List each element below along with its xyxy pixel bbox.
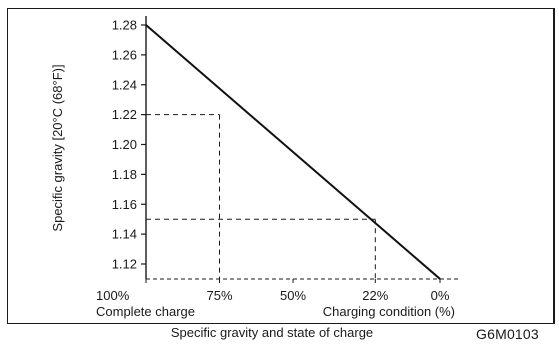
- y-tick-label: 1.28: [112, 18, 137, 33]
- chart-title: Specific gravity and state of charge: [171, 325, 373, 340]
- y-tick-label: 1.22: [112, 107, 137, 122]
- x-tick-label: 0%: [431, 288, 450, 303]
- x-annotation-complete-charge: Complete charge: [96, 304, 195, 319]
- y-tick-label: 1.26: [112, 47, 137, 62]
- series-line: [145, 24, 441, 280]
- y-axis-label: Specific gravity [20°C (68°F)]: [50, 64, 65, 231]
- x-tick-label: 22%: [362, 288, 388, 303]
- x-tick-label: 100%: [96, 288, 130, 303]
- x-tick-label: 50%: [280, 288, 306, 303]
- chart-frame: [7, 8, 555, 324]
- y-tick-label: 1.16: [112, 197, 137, 212]
- y-tick-label: 1.12: [112, 257, 137, 272]
- y-tick-label: 1.18: [112, 167, 137, 182]
- x-tick-label: 75%: [206, 288, 232, 303]
- x-axis-label: Charging condition (%): [323, 304, 455, 319]
- y-tick-label: 1.14: [112, 227, 137, 242]
- y-tick-label: 1.20: [112, 137, 137, 152]
- figure-code: G6M0103: [476, 326, 539, 342]
- y-tick-label: 1.24: [112, 77, 137, 92]
